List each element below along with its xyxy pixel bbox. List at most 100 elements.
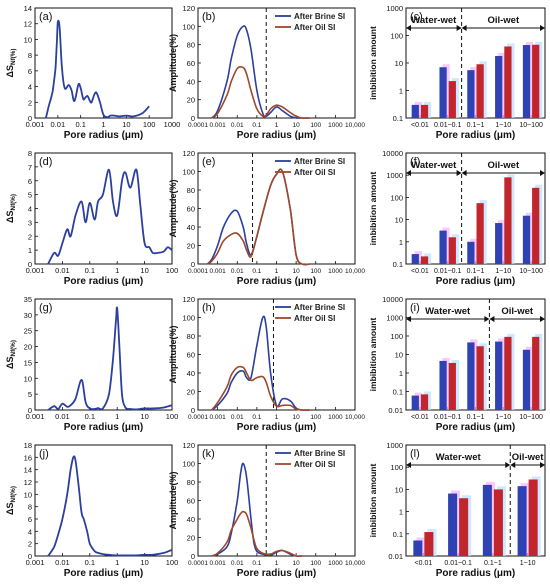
- y-tick-label: 0: [191, 260, 195, 269]
- panel-label: (f): [410, 156, 420, 168]
- chart-panel: (k) 0 20 40 60 80 100 120 0.0001 0.001 0.01 0.1 1 10 1…: [168, 441, 365, 579]
- bar-oil: [532, 336, 540, 410]
- y-tick-label: 60: [187, 497, 195, 506]
- y-tick-label: 4: [28, 83, 32, 92]
- chart-panel: (h) 0 20 40 60 80 100 120 0.0001 0.001 0.01 0.1 1 10 1…: [168, 295, 365, 433]
- y-tick-label: 14: [24, 466, 32, 475]
- x-tick-label: 0.0001: [188, 268, 208, 275]
- y-tick-label: 20: [187, 534, 195, 543]
- y-axis-label: ΔSNf(%): [5, 194, 17, 223]
- x-tick-label: 0.01: [231, 122, 244, 129]
- chart-panel: (g) 0 5 10 15 20 25 30 35 0.001 0.01 0.1 1 10 100 Pore …: [5, 295, 178, 433]
- bar-brine: [522, 45, 531, 119]
- y-tick-label: 6: [28, 177, 32, 186]
- y-tick-label: 6: [28, 515, 32, 524]
- y-axis-label: Amplitude(%): [168, 326, 178, 384]
- bar-oil: [459, 498, 469, 556]
- chart-panel: (c) 0.1 1 10 100 1000 imbibition amount <0.01 0.…: [368, 4, 546, 141]
- x-tick-label: 10: [293, 268, 301, 275]
- x-tick-label: 0.1: [252, 414, 261, 421]
- region-label-water: Water-wet: [411, 15, 457, 26]
- panel-label: (d): [39, 156, 52, 168]
- y-axis-label-main: Amplitude(%): [168, 326, 178, 384]
- x-tick-label: 10,000: [345, 414, 365, 421]
- y-axis-label: imbibition amount: [368, 172, 378, 246]
- x-tick-label: 1: [275, 414, 279, 421]
- region-arrow-left: [406, 170, 411, 176]
- y-tick-label: 2: [28, 232, 32, 241]
- region-label-oil: Oil-wet: [501, 306, 534, 317]
- x-tick-label: 1000: [328, 560, 343, 567]
- y-tick-label: 0.1: [393, 388, 403, 397]
- x-category-label: 1~10: [495, 414, 511, 421]
- y-tick-label: 5: [28, 390, 32, 399]
- x-tick-label: 10,000: [345, 560, 365, 567]
- plot-frame: [34, 444, 173, 557]
- y-tick-label: 120: [182, 441, 195, 450]
- bar-oil: [532, 187, 540, 264]
- x-tick-label: 0.0001: [188, 414, 208, 421]
- legend-label: After Oil SI: [294, 168, 335, 177]
- bar-brine: [495, 55, 503, 118]
- series-line: [211, 462, 303, 557]
- y-tick-label: 10000: [382, 149, 403, 158]
- x-axis-label: Pore radius (μm): [64, 568, 143, 579]
- bar-oil: [528, 479, 538, 556]
- x-tick-label: 10: [293, 560, 301, 567]
- x-category-label: <0.01: [411, 122, 429, 129]
- x-tick-label: 10: [140, 412, 148, 421]
- y-tick-label: 0: [191, 406, 195, 415]
- region-label-oil: Oil-wet: [487, 15, 520, 26]
- x-tick-label: 10: [122, 120, 130, 129]
- y-tick-label: 10: [24, 490, 32, 499]
- x-tick-label: 0.001: [209, 560, 226, 567]
- chart-panel: (d) 0 1 2 3 4 5 6 7 8 0.001 0.01 0.1 1 10 100 Pore radiu…: [5, 149, 178, 287]
- x-tick-label: 10: [140, 266, 148, 275]
- y-tick-label: 14: [24, 4, 32, 13]
- y-tick-label: 100: [390, 463, 403, 472]
- x-category-label: 0.1~1: [467, 122, 485, 129]
- bar-brine: [439, 230, 447, 264]
- bar-oil: [476, 64, 484, 118]
- x-category-label: 0.01~0.1: [434, 122, 462, 129]
- y-tick-label: 100: [390, 193, 403, 202]
- x-tick-label: 0.1: [85, 412, 95, 421]
- panel-label: (i): [410, 302, 420, 314]
- x-tick-label: 100: [310, 414, 321, 421]
- x-tick-label: 0.0001: [188, 560, 208, 567]
- x-axis-label: Pore radius (μm): [64, 422, 143, 433]
- x-tick-label: 0.001: [26, 120, 45, 129]
- x-category-label: 0.1~1: [484, 560, 502, 567]
- y-tick-label: 100: [182, 168, 195, 177]
- y-tick-label: 1: [399, 87, 403, 96]
- panel-label: (l): [410, 448, 420, 460]
- x-category-label: 1~10: [495, 268, 511, 275]
- bar-oil: [424, 532, 434, 556]
- y-tick-label: 0: [191, 114, 195, 123]
- x-tick-label: 1: [115, 412, 119, 421]
- x-tick-label: 0.01: [231, 414, 244, 421]
- legend-label: After Brine SI: [294, 157, 345, 166]
- x-tick-label: 0.001: [26, 266, 45, 275]
- bar-oil: [420, 256, 429, 264]
- y-tick-label: 8: [28, 149, 32, 158]
- y-axis-label-main: ΔS: [5, 210, 15, 222]
- y-tick-label: 40: [187, 77, 195, 86]
- panel-label: (a): [39, 11, 52, 23]
- series-line: [211, 510, 303, 558]
- x-tick-label: 0.001: [209, 122, 226, 129]
- region-arrow-right: [484, 316, 490, 322]
- plot-frame: [405, 444, 546, 557]
- legend-label: After Brine SI: [294, 449, 345, 458]
- y-tick-label: 10: [24, 35, 32, 44]
- y-tick-label: 0.01: [388, 552, 403, 561]
- y-tick-label: 60: [187, 59, 195, 68]
- y-tick-label: 60: [187, 351, 195, 360]
- y-tick-label: 10: [395, 351, 403, 360]
- x-tick-label: 1: [115, 266, 119, 275]
- panel-label: (j): [39, 448, 49, 460]
- panel-label: (e): [202, 156, 215, 168]
- y-axis-label-sub: Nf(%): [10, 486, 17, 502]
- x-axis-label: Pore radius (μm): [436, 568, 515, 579]
- y-tick-label: 0.01: [388, 406, 403, 415]
